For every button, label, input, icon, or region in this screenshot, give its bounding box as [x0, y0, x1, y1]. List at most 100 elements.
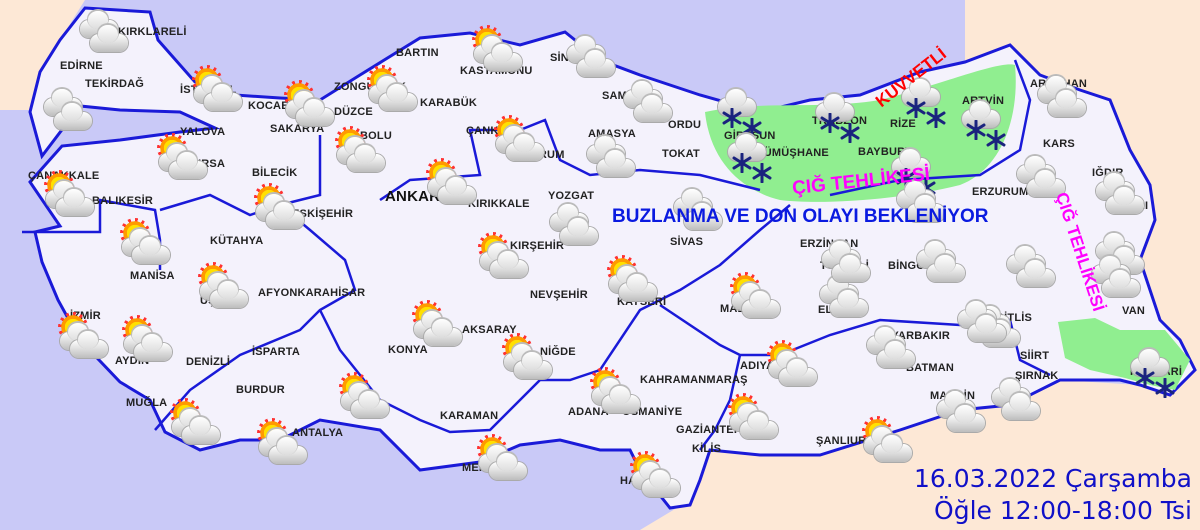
cloud-icon: [947, 405, 985, 432]
cloud-icon: [619, 274, 657, 301]
cloud-icon: [424, 319, 462, 346]
cloudy-icon: [1090, 255, 1144, 299]
partly-cloudy-icon: [120, 315, 174, 361]
snowflake-icon: [732, 152, 752, 174]
partly-cloudy-icon: [726, 393, 780, 439]
cloudy-icon: [548, 203, 602, 247]
cloud-icon: [489, 453, 527, 480]
cloud-icon: [577, 50, 615, 77]
snow-icon: [712, 89, 766, 139]
city-label: İSPARTA: [252, 346, 301, 358]
cloud-icon: [490, 251, 528, 278]
snowflake-icon: [820, 112, 840, 134]
city-label: BİLECİK: [252, 167, 298, 179]
partly-cloudy-icon: [190, 65, 244, 111]
city-label: SAKARYA: [270, 123, 325, 135]
cloud-icon: [379, 84, 417, 111]
city-label: NEVŞEHİR: [530, 289, 588, 301]
partly-cloudy-icon: [196, 262, 250, 308]
snowflake-icon: [1155, 377, 1175, 399]
partly-cloudy-icon: [500, 333, 554, 379]
cloud-icon: [182, 417, 220, 444]
cloud-icon: [779, 359, 817, 386]
city-label: ERZURUM: [972, 186, 1029, 198]
cloud-icon: [506, 134, 544, 161]
partly-cloudy-icon: [588, 367, 642, 413]
cloud-icon: [597, 150, 635, 177]
cloud-icon: [132, 237, 170, 264]
cloud-icon: [514, 352, 552, 379]
partly-cloudy-icon: [628, 451, 682, 497]
neighbor-land-west: [0, 0, 85, 110]
cloud-icon: [90, 25, 128, 52]
snowflake-icon: [722, 107, 742, 129]
cloudy-icon: [42, 88, 96, 132]
city-label: SİİRT: [1020, 350, 1050, 362]
cloudy-icon: [565, 35, 619, 79]
city-label: KAHRAMANMARAŞ: [640, 374, 748, 386]
cloudy-icon: [895, 180, 949, 224]
city-label: DENİZLİ: [186, 356, 231, 368]
city-label: KARABÜK: [420, 97, 478, 109]
cloudy-icon: [1015, 155, 1069, 199]
city-label: MUĞLA: [126, 397, 168, 409]
cloud-icon: [634, 95, 672, 122]
partly-cloudy-icon: [765, 340, 819, 386]
forecast-date: 16.03.2022 Çarşamba: [913, 464, 1192, 493]
cloudy-icon: [1094, 172, 1148, 216]
cloud-icon: [269, 437, 307, 464]
cloudy-icon: [585, 135, 639, 179]
city-label: TEKİRDAĞ: [85, 78, 145, 90]
partly-cloudy-icon: [476, 232, 530, 278]
ice-warning-label: BUZLANMA VE DON OLAYI BEKLENİYOR: [612, 206, 989, 227]
partly-cloudy-icon: [410, 300, 464, 346]
cloudy-icon: [78, 10, 132, 54]
city-label: BALIKESİR: [92, 195, 154, 207]
cloud-icon: [347, 145, 385, 172]
cloud-icon: [1048, 90, 1086, 117]
partly-cloudy-icon: [155, 133, 209, 179]
city-label: DÜZCE: [334, 106, 373, 118]
cloudy-icon: [1036, 75, 1090, 119]
cloud-icon: [642, 470, 680, 497]
city-label: YALOVA: [180, 126, 226, 138]
partly-cloudy-icon: [475, 434, 529, 480]
snow-icon: [722, 134, 776, 184]
city-label: VAN: [1122, 305, 1146, 317]
cloud-icon: [962, 101, 1000, 128]
cloud-icon: [1106, 187, 1144, 214]
city-label: KIRŞEHİR: [510, 240, 565, 252]
city-label: AKSARAY: [462, 324, 517, 336]
city-label: GÜMÜŞHANE: [755, 147, 829, 159]
forecast-datetime: 16.03.2022 Çarşamba Öğle 12:00-18:00 Tsi: [914, 463, 1192, 527]
cloudy-icon: [1005, 245, 1059, 289]
cloud-icon: [438, 177, 476, 204]
cloudy-icon: [820, 240, 874, 284]
cloud-icon: [484, 44, 522, 71]
partly-cloudy-icon: [252, 183, 306, 229]
city-label: BOLU: [360, 130, 392, 142]
cloud-icon: [874, 435, 912, 462]
snowflake-icon: [1135, 367, 1155, 389]
city-label: MANİSA: [130, 270, 175, 282]
partly-cloudy-icon: [860, 416, 914, 462]
partly-cloudy-icon: [118, 218, 172, 264]
city-label: ESKİŞEHİR: [292, 208, 354, 220]
snowflake-icon: [742, 117, 762, 139]
city-label: BURDUR: [236, 384, 285, 396]
cloud-icon: [740, 412, 778, 439]
city-label: KIRIKKALE: [468, 198, 530, 210]
cloud-icon: [1102, 270, 1140, 297]
city-label: TOKAT: [662, 148, 700, 160]
cloud-icon: [70, 331, 108, 358]
partly-cloudy-icon: [470, 25, 524, 71]
cloud-icon: [892, 149, 930, 176]
city-label: ORDU: [668, 119, 702, 131]
cloudy-icon: [956, 300, 1010, 344]
cloud-icon: [927, 255, 965, 282]
cloud-icon: [728, 134, 766, 161]
cloud-icon: [266, 202, 304, 229]
snow-icon: [810, 94, 864, 144]
city-label: BAYBURT: [858, 146, 913, 158]
